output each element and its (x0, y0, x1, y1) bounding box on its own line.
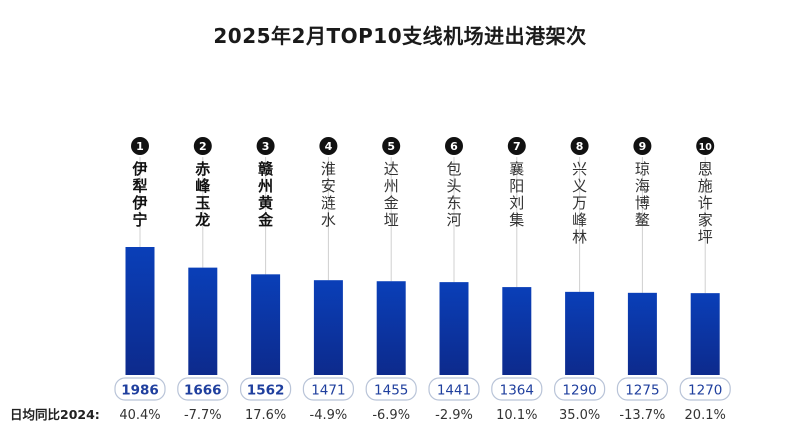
svg-text:1666: 1666 (184, 383, 222, 399)
value-label-8: 1290 (553, 377, 606, 401)
svg-text:1364: 1364 (500, 383, 534, 399)
category-label-5: 达州金垭 (384, 160, 399, 229)
yoy-value-10: 20.1% (685, 408, 726, 423)
bar-5 (376, 281, 406, 375)
rank-badge-2: 2 (193, 137, 212, 155)
svg-text:6: 6 (450, 140, 458, 153)
category-label-3: 赣州黄金 (257, 160, 274, 229)
chart-title: 2025年2月TOP10支线机场进出港架次 (213, 24, 587, 48)
category-label-4: 淮安涟水 (321, 160, 336, 229)
yoy-value-6: -2.9% (435, 408, 473, 423)
rank-badge-8: 8 (570, 137, 589, 155)
category-label-1: 伊犁伊宁 (131, 160, 147, 229)
rank-badge-3: 3 (256, 137, 275, 155)
svg-text:1270: 1270 (688, 383, 722, 399)
value-label-5: 1455 (365, 377, 417, 401)
svg-text:7: 7 (513, 140, 521, 153)
value-label-6: 1441 (428, 377, 480, 401)
svg-text:1: 1 (136, 140, 144, 153)
yoy-row-label: 日均同比2024: (10, 407, 100, 422)
svg-text:2: 2 (199, 140, 207, 153)
svg-text:9: 9 (639, 140, 647, 153)
bar-10 (690, 293, 720, 375)
bar-1 (125, 247, 155, 375)
svg-text:1986: 1986 (121, 383, 159, 399)
yoy-value-1: 40.4% (119, 408, 160, 423)
yoy-value-9: -13.7% (619, 408, 665, 423)
svg-text:5: 5 (387, 140, 395, 153)
bar-4 (313, 280, 343, 375)
bar-3 (251, 274, 281, 375)
category-label-7: 襄阳刘集 (509, 160, 524, 229)
svg-text:1290: 1290 (562, 383, 596, 399)
svg-text:1471: 1471 (311, 383, 345, 399)
bar-8 (565, 291, 595, 375)
category-label-6: 包头东河 (446, 160, 461, 229)
value-label-9: 1275 (616, 377, 669, 401)
svg-text:3: 3 (262, 140, 270, 153)
category-label-10: 恩施许家坪 (698, 160, 713, 246)
bar-9 (627, 292, 657, 375)
value-label-1: 1986 (114, 377, 166, 401)
rank-badge-5: 5 (382, 137, 401, 155)
rank-badge-7: 7 (507, 137, 526, 155)
rank-badge-4: 4 (319, 137, 338, 155)
yoy-value-5: -6.9% (372, 408, 410, 423)
rank-badge-1: 1 (131, 137, 149, 155)
rank-badge-6: 6 (445, 137, 463, 155)
bar-2 (188, 267, 218, 375)
yoy-value-8: 35.0% (559, 408, 600, 423)
rank-badge-10: 10 (696, 137, 715, 155)
category-label-2: 赤峰玉龙 (194, 160, 211, 229)
svg-text:1562: 1562 (247, 383, 285, 399)
svg-text:1441: 1441 (437, 383, 471, 399)
yoy-value-2: -7.7% (184, 408, 222, 423)
value-label-10: 1270 (679, 377, 731, 401)
value-label-7: 1364 (491, 377, 543, 401)
rank-badge-9: 9 (633, 137, 652, 155)
svg-text:1455: 1455 (374, 383, 408, 399)
svg-text:8: 8 (576, 140, 584, 153)
bar-7 (502, 287, 532, 375)
category-label-9: 琼海博鳌 (635, 160, 650, 229)
yoy-value-4: -4.9% (310, 408, 348, 423)
yoy-value-7: 10.1% (496, 408, 537, 423)
bar-6 (439, 282, 469, 375)
category-label-8: 兴义万峰林 (572, 160, 587, 246)
value-label-2: 1666 (177, 377, 229, 401)
value-label-3: 1562 (240, 377, 292, 401)
yoy-value-3: 17.6% (245, 408, 286, 423)
svg-text:1275: 1275 (625, 383, 659, 399)
svg-text:10: 10 (699, 142, 713, 153)
svg-text:4: 4 (325, 140, 333, 153)
value-label-4: 1471 (302, 377, 354, 401)
